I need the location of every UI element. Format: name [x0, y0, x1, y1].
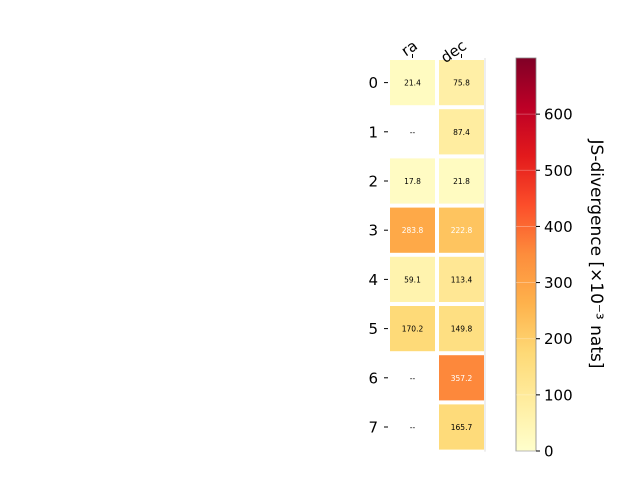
row-label-0: 0 — [368, 74, 378, 92]
cell-value-label: 17.8 — [404, 177, 421, 186]
cell-value-label: 222.8 — [451, 226, 473, 235]
column-label-ra: ra — [398, 37, 421, 61]
colorbar-label: JS-divergence [×10⁻³ nats] — [586, 139, 606, 369]
heatmap-cell-3-dec — [439, 207, 484, 253]
heatmap-cell-7-dec — [439, 404, 484, 450]
heatmap-cell-5-dec — [439, 306, 484, 352]
heatmap-cell-4-ra — [390, 256, 435, 302]
cell-value-label: 283.8 — [402, 226, 424, 235]
heatmap-cell-0-ra — [390, 60, 435, 106]
cell-missing-label: -- — [410, 128, 416, 137]
colorbar-tick-label: 300 — [544, 274, 573, 292]
cell-missing-label: -- — [410, 374, 416, 383]
heatmap-cells: 21.4 75.8 -- 87.4 17.8 21.8 283.8 222.8 59.1 113.… — [390, 58, 486, 452]
cell-value-label: 21.8 — [453, 177, 470, 186]
cell-value-label: 357.2 — [451, 374, 473, 383]
cell-value-label: 21.4 — [404, 79, 421, 88]
row-label-4: 4 — [368, 271, 378, 289]
row-label-6: 6 — [368, 369, 378, 387]
cell-value-label: 113.4 — [451, 275, 473, 284]
heatmap-cell-3-ra — [390, 207, 435, 253]
cell-value-label: 170.2 — [402, 325, 424, 334]
heatmap-cell-2-dec — [439, 158, 484, 204]
cell-missing-label: -- — [410, 423, 416, 432]
colorbar: 0 100 200 300 400 500 600 JS-divergence [×10⁻³… — [515, 57, 606, 461]
colorbar-tick-label: 500 — [544, 162, 573, 180]
row-labels: 0 1 2 3 4 5 6 7 — [368, 74, 388, 437]
heatmap-cell-5-ra — [390, 306, 435, 352]
colorbar-gradient — [515, 57, 537, 452]
cell-value-label: 59.1 — [404, 275, 421, 284]
cell-value-label: 87.4 — [453, 128, 470, 137]
heatmap-cell-2-ra — [390, 158, 435, 204]
cell-value-label: 165.7 — [451, 423, 473, 432]
row-label-3: 3 — [368, 222, 378, 240]
cell-value-label: 149.8 — [451, 325, 473, 334]
row-label-1: 1 — [368, 123, 378, 141]
row-label-7: 7 — [368, 419, 378, 437]
colorbar-tick-label: 100 — [544, 386, 573, 404]
heatmap-cell-6-dec — [439, 355, 484, 401]
colorbar-tick-label: 600 — [544, 106, 573, 124]
heatmap-cell-4-dec — [439, 256, 484, 302]
heatmap-cell-0-dec — [439, 60, 484, 106]
cell-value-label: 75.8 — [453, 79, 470, 88]
colorbar-tick-label: 0 — [544, 443, 554, 461]
row-label-2: 2 — [368, 173, 378, 191]
heatmap-cell-1-dec — [439, 109, 484, 155]
row-label-5: 5 — [368, 320, 378, 338]
colorbar-tick-label: 200 — [544, 330, 573, 348]
colorbar-ticks: 0 100 200 300 400 500 600 — [516, 106, 573, 461]
colorbar-tick-label: 400 — [544, 218, 573, 236]
